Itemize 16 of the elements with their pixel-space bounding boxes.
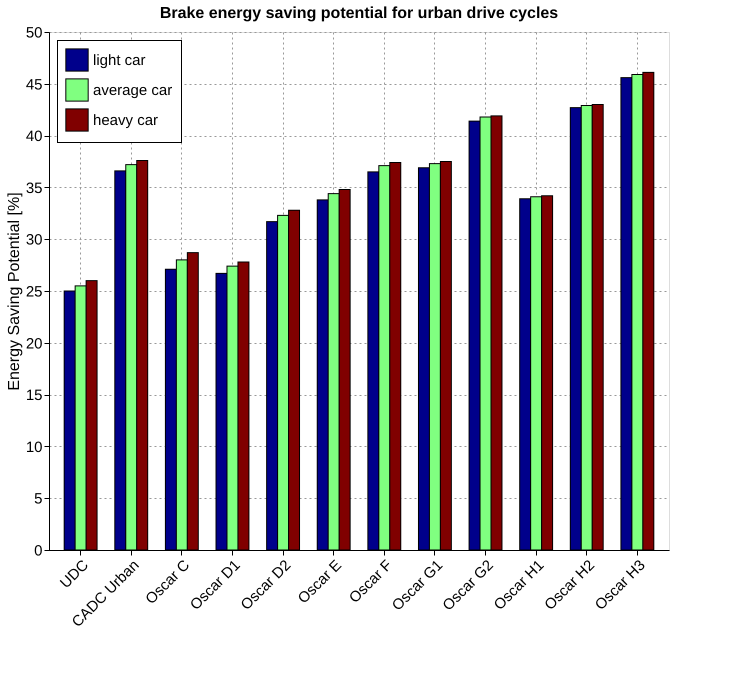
y-tick-label: 0 [34,542,42,560]
legend-label: average car [93,82,172,99]
y-tick-label: 40 [26,128,42,146]
y-tick-label: 30 [26,232,42,249]
legend-label: light car [93,52,146,69]
y-axis-title: Energy Saving Potential [%] [6,192,23,391]
y-tick-label: 50 [26,24,42,42]
y-tick-label: 45 [26,76,42,94]
y-tick-label: 10 [26,438,42,456]
y-tick-label: 5 [34,490,42,508]
y-tick-label: 25 [26,284,42,300]
legend-label: heavy car [93,112,158,129]
y-tick-label: 15 [26,387,42,404]
y-tick-label: 20 [26,335,42,352]
chart-title: Brake energy saving potential for urban drive cycles [160,5,558,22]
y-tick-label: 35 [26,180,42,197]
